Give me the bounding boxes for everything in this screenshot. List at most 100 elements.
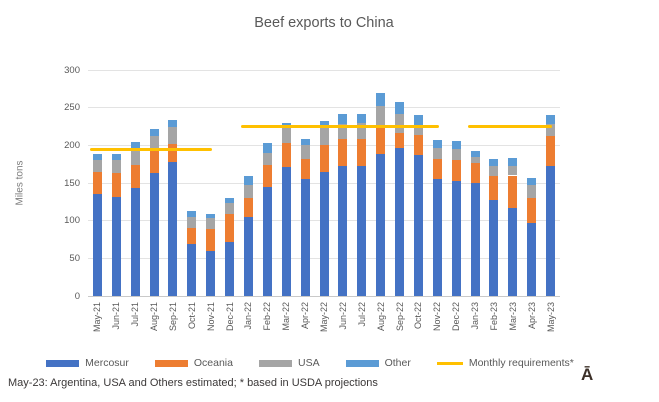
bar-other-dec-22 [451, 140, 461, 150]
y-tick-label: 0 [74, 290, 80, 302]
x-axis-line [88, 295, 560, 297]
gridline [88, 107, 560, 109]
bar-usa-jul-22 [357, 122, 367, 139]
bar-oceania-dec-21 [225, 213, 235, 242]
bar-usa-mar-22 [281, 128, 291, 144]
legend-swatch-monthly-requirements- [436, 361, 463, 365]
bar-mercosur-sep-21 [168, 161, 178, 296]
bar-usa-feb-22 [262, 152, 272, 165]
bar-other-jun-22 [338, 113, 348, 124]
bar-usa-sep-21 [168, 127, 178, 144]
bar-oceania-nov-22 [432, 158, 442, 180]
legend-label: USA [297, 357, 320, 369]
monthly-requirements-line [467, 125, 552, 128]
bar-mercosur-feb-22 [262, 186, 272, 296]
x-tick-label-may-21: May-21 [92, 302, 103, 333]
monthly-requirements-line [241, 125, 439, 128]
bar-other-oct-22 [413, 115, 423, 125]
bar-usa-nov-22 [432, 148, 442, 159]
bar-oceania-aug-22 [376, 127, 386, 155]
bar-oceania-oct-21 [187, 228, 197, 245]
x-tick-label-may-23: May-23 [545, 302, 556, 333]
bar-other-feb-22 [262, 143, 272, 153]
bar-oceania-sep-21 [168, 143, 178, 162]
bar-mercosur-mar-23 [508, 207, 518, 296]
bar-other-aug-22 [376, 93, 386, 107]
bar-oceania-aug-21 [149, 151, 159, 174]
x-tick-label-dec-22: Dec-22 [451, 302, 462, 332]
x-tick-label-dec-21: Dec-21 [224, 302, 235, 332]
chart-legend: Mercosur Oceania USA Other Monthly requireme… [30, 357, 590, 369]
y-tick-label: 250 [64, 102, 80, 114]
legend-label: Monthly requirements* [468, 357, 574, 369]
legend-item-oceania: Oceania [154, 357, 233, 369]
bar-usa-jul-21 [130, 147, 140, 165]
legend-item-monthly-requirements-: Monthly requirements* [436, 357, 574, 369]
bar-usa-jun-21 [111, 160, 121, 174]
x-tick-label-oct-22: Oct-22 [413, 302, 424, 330]
bar-oceania-sep-22 [395, 133, 405, 149]
bar-other-nov-22 [432, 140, 442, 149]
bar-mercosur-dec-21 [225, 241, 235, 296]
watermark-letter: Ā [581, 365, 594, 384]
bar-oceania-may-23 [546, 136, 556, 166]
x-tick-label-sep-22: Sep-22 [394, 302, 405, 332]
bar-other-may-22 [319, 120, 329, 129]
x-tick-label-aug-22: Aug-22 [375, 302, 386, 332]
bar-mercosur-apr-23 [527, 222, 537, 296]
x-tick-label-may-22: May-22 [319, 302, 329, 333]
legend-swatch-usa [258, 359, 292, 367]
bar-mercosur-nov-21 [206, 250, 216, 296]
bar-oceania-feb-22 [262, 164, 272, 187]
bar-other-nov-21 [206, 213, 216, 219]
x-tick-label-jun-22: Jun-22 [337, 302, 348, 330]
x-tick-label-oct-21: Oct-21 [186, 302, 197, 330]
bar-mercosur-aug-21 [149, 173, 159, 296]
bar-mercosur-apr-22 [300, 179, 310, 296]
y-tick-label: 150 [64, 177, 80, 189]
x-tick-label-jul-22: Jul-22 [356, 302, 367, 327]
bar-oceania-mar-23 [508, 175, 518, 208]
bar-usa-may-22 [319, 128, 329, 145]
bar-other-jan-23 [470, 151, 480, 158]
legend-item-mercosur: Mercosur [46, 357, 129, 369]
bar-mercosur-may-22 [319, 171, 329, 296]
bar-usa-oct-21 [187, 216, 197, 229]
bar-usa-may-23 [546, 124, 556, 137]
x-tick-label-mar-23: Mar-23 [507, 302, 518, 331]
bar-mercosur-mar-22 [281, 167, 291, 296]
bar-other-sep-21 [168, 119, 178, 128]
legend-label: Oceania [193, 357, 233, 369]
monthly-requirements-line [90, 147, 213, 151]
bar-usa-sep-22 [395, 113, 405, 134]
x-tick-label-nov-22: Nov-22 [432, 302, 443, 332]
bar-oceania-mar-22 [281, 143, 291, 168]
bar-oceania-jul-21 [130, 164, 140, 188]
bar-other-sep-22 [395, 102, 405, 114]
bar-mercosur-sep-22 [395, 148, 405, 296]
bar-mercosur-jan-22 [243, 216, 253, 296]
legend-swatch-oceania [154, 359, 188, 367]
bar-usa-jun-22 [338, 123, 348, 140]
bar-oceania-apr-23 [527, 198, 537, 223]
bar-mercosur-jul-21 [130, 187, 140, 296]
bar-usa-oct-22 [413, 125, 423, 135]
bar-usa-nov-21 [206, 218, 216, 229]
bar-oceania-may-21 [92, 172, 102, 194]
bar-usa-aug-22 [376, 106, 386, 128]
bar-oceania-feb-23 [489, 176, 499, 200]
legend-item-usa: USA [258, 357, 320, 369]
bar-oceania-may-22 [319, 144, 329, 172]
x-tick-label-feb-23: Feb-23 [488, 302, 499, 331]
bar-oceania-dec-22 [451, 160, 461, 181]
bar-other-aug-21 [149, 128, 159, 137]
bar-mercosur-jan-23 [470, 183, 480, 296]
bar-usa-dec-21 [225, 203, 235, 214]
bar-usa-aug-21 [149, 136, 159, 152]
legend-swatch-mercosur [46, 359, 80, 367]
bar-usa-jan-22 [243, 184, 253, 199]
x-tick-label-aug-21: Aug-21 [149, 302, 160, 332]
y-tick-label: 50 [69, 252, 80, 264]
y-tick-label: 300 [64, 64, 80, 76]
bar-other-mar-23 [508, 158, 518, 166]
